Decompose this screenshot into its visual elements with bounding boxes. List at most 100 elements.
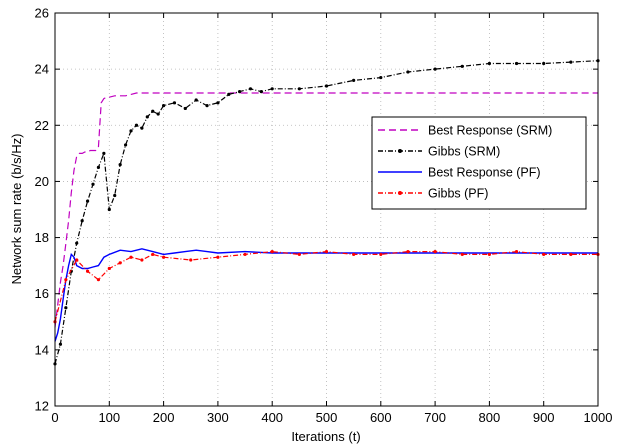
series-point-1 xyxy=(514,61,519,66)
series-point-1 xyxy=(80,219,84,223)
series-point-1 xyxy=(569,60,573,64)
series-point-1 xyxy=(379,75,383,80)
series-point-3 xyxy=(352,252,356,257)
series-point-1 xyxy=(96,165,101,169)
legend-marker xyxy=(398,149,402,153)
legend-box xyxy=(371,116,587,210)
series-point-1 xyxy=(238,90,242,94)
series-point-1 xyxy=(107,207,111,212)
series-point-3 xyxy=(270,250,274,254)
x-tick-label: 800 xyxy=(479,410,501,425)
legend-label: Best Response (PF) xyxy=(428,166,541,180)
series-point-1 xyxy=(113,193,117,198)
series-point-1 xyxy=(134,123,139,127)
series-point-3 xyxy=(514,250,519,254)
series-point-3 xyxy=(243,252,247,257)
series-point-1 xyxy=(85,199,90,203)
x-tick-label: 600 xyxy=(370,410,392,425)
series-point-1 xyxy=(216,101,220,105)
series-point-3 xyxy=(569,252,573,257)
series-point-1 xyxy=(487,61,491,66)
series-point-1 xyxy=(118,162,122,167)
series-point-3 xyxy=(189,258,193,262)
y-tick-label: 14 xyxy=(35,342,49,357)
series-point-3 xyxy=(324,250,329,254)
series-point-3 xyxy=(406,250,410,254)
series-point-1 xyxy=(352,78,356,82)
series-layer xyxy=(53,59,600,366)
x-tick-label: 0 xyxy=(51,410,58,425)
series-point-1 xyxy=(406,70,410,74)
x-tick-label: 900 xyxy=(533,410,555,425)
series-point-1 xyxy=(64,306,68,310)
series-point-3 xyxy=(151,252,155,257)
x-tick-label: 300 xyxy=(207,410,229,425)
series-line-2 xyxy=(54,248,598,342)
series-point-1 xyxy=(151,109,155,113)
x-tick-label: 700 xyxy=(424,410,446,425)
series-point-1 xyxy=(172,101,177,105)
series-point-3 xyxy=(487,252,491,257)
y-tick-label: 18 xyxy=(35,230,49,245)
series-point-1 xyxy=(140,126,144,130)
series-point-1 xyxy=(102,151,106,155)
series-point-3 xyxy=(85,269,90,273)
series-point-3 xyxy=(129,255,133,259)
series-point-3 xyxy=(379,252,383,257)
series-point-1 xyxy=(75,241,79,245)
x-tick-label: 400 xyxy=(261,410,283,425)
legend-label: Best Response (SRM) xyxy=(428,124,552,138)
series-point-1 xyxy=(270,87,274,91)
series-point-1 xyxy=(542,61,546,66)
series-point-1 xyxy=(58,342,63,346)
y-tick-label: 20 xyxy=(35,174,49,189)
y-tick-label: 16 xyxy=(35,286,49,301)
series-point-1 xyxy=(205,104,209,108)
series-point-3 xyxy=(542,252,546,257)
x-tick-label: 500 xyxy=(316,410,338,425)
series-point-1 xyxy=(162,104,166,108)
series-point-1 xyxy=(460,64,464,68)
series-point-3 xyxy=(460,252,464,257)
y-tick-label: 24 xyxy=(35,62,49,77)
series-point-1 xyxy=(123,143,128,147)
tick-layer: 0 100 200 300 400 500 600 700 800 900 1000 12 14 16 18… xyxy=(35,6,613,426)
series-point-3 xyxy=(96,278,101,282)
legend: Best Response (SRM) Gibbs (SRM) Best Respo… xyxy=(371,116,587,210)
legend-marker xyxy=(398,191,402,195)
y-axis-label: Network sum rate (b/s/Hz) xyxy=(9,134,24,285)
series-line-0 xyxy=(54,92,598,328)
series-point-3 xyxy=(107,266,111,271)
x-axis-label: Iterations (t) xyxy=(291,429,360,444)
series-point-3 xyxy=(75,258,79,262)
series-point-1 xyxy=(91,182,95,186)
x-tick-label: 1000 xyxy=(584,410,613,425)
series-point-1 xyxy=(227,92,231,97)
x-tick-label: 100 xyxy=(98,410,120,425)
series-point-1 xyxy=(129,129,133,133)
series-point-1 xyxy=(248,87,253,91)
y-tick-label: 22 xyxy=(35,118,49,133)
x-tick-label: 200 xyxy=(153,410,175,425)
series-point-3 xyxy=(64,278,68,282)
series-point-1 xyxy=(297,87,301,91)
series-point-1 xyxy=(259,90,263,94)
series-point-1 xyxy=(145,115,149,119)
series-point-3 xyxy=(140,258,144,262)
y-tick-label: 26 xyxy=(35,6,49,21)
series-point-3 xyxy=(297,252,301,257)
series-point-1 xyxy=(183,106,187,111)
series-point-1 xyxy=(194,98,198,102)
series-point-3 xyxy=(118,261,122,265)
series-point-1 xyxy=(433,67,437,71)
series-point-1 xyxy=(156,112,160,116)
legend-label: Gibbs (SRM) xyxy=(428,145,500,159)
series-point-3 xyxy=(162,255,166,259)
y-tick-label: 12 xyxy=(35,399,49,414)
legend-label: Gibbs (PF) xyxy=(428,187,488,201)
series-point-1 xyxy=(324,84,329,88)
series-point-3 xyxy=(216,255,220,259)
series-point-3 xyxy=(433,250,437,254)
